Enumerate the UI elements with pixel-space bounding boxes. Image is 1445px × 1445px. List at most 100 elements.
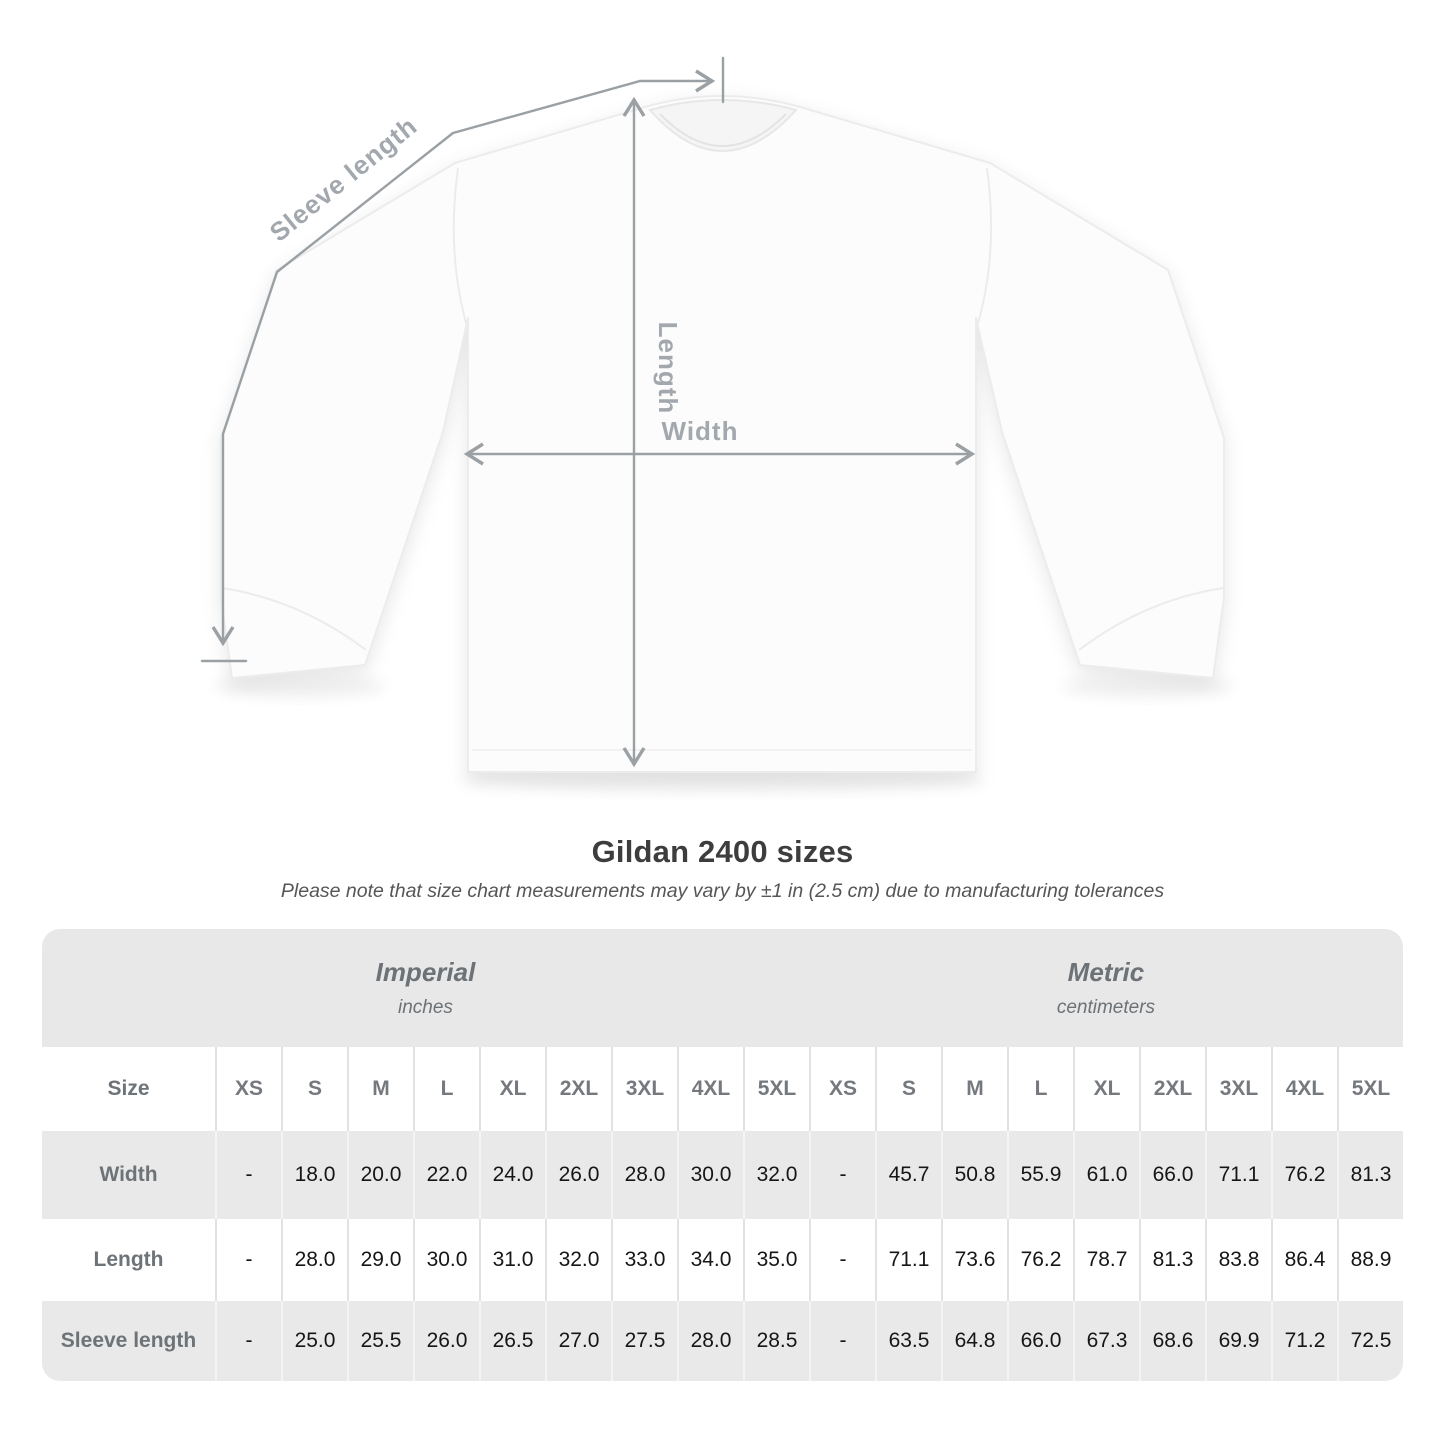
value-cell: 24.0 — [479, 1131, 545, 1219]
value-cell: 26.0 — [545, 1131, 611, 1219]
value-cell: 26.0 — [413, 1301, 479, 1381]
value-cell: 35.0 — [743, 1219, 809, 1301]
value-cell: 83.8 — [1205, 1219, 1271, 1301]
value-cell: 61.0 — [1073, 1131, 1139, 1219]
value-cell: 68.6 — [1139, 1301, 1205, 1381]
value-cell: 71.2 — [1271, 1301, 1337, 1381]
size-col-header: 5XL — [1337, 1047, 1403, 1131]
size-col-header: 2XL — [1139, 1047, 1205, 1131]
collar — [648, 99, 798, 152]
imperial-header: Imperial inches — [42, 929, 809, 1047]
row-label: Sleeve length — [60, 1329, 197, 1352]
value-cell: 81.3 — [1337, 1131, 1403, 1219]
value-cell: 28.5 — [743, 1301, 809, 1381]
value-cell: 69.9 — [1205, 1301, 1271, 1381]
value-cell: 28.0 — [611, 1131, 677, 1219]
value-cell: 32.0 — [743, 1131, 809, 1219]
value-cell: 20.0 — [347, 1131, 413, 1219]
value-cell: - — [809, 1301, 875, 1381]
value-cell: 27.0 — [545, 1301, 611, 1381]
value-cell: 76.2 — [1271, 1131, 1337, 1219]
value-cell: 30.0 — [413, 1219, 479, 1301]
measurement-row: Width -18.0 20.0 22.0 24.0 26.0 28.0 30.0 32.0-4… — [42, 1131, 1403, 1219]
measurement-row: Sleeve length -25.0 25.5 26.0 26.5 27.0 27.5 28… — [42, 1301, 1403, 1381]
value-cell: 28.0 — [677, 1301, 743, 1381]
page-title: Gildan 2400 sizes — [591, 834, 854, 869]
size-col-header: 5XL — [743, 1047, 809, 1131]
size-col-header: S — [281, 1047, 347, 1131]
value-cell: 66.0 — [1007, 1301, 1073, 1381]
shirt-measurement-diagram: Sleeve length Length Width — [200, 56, 1233, 791]
row-label: Width — [99, 1163, 158, 1186]
seam-lines — [221, 167, 1224, 751]
sleeve-length-line — [211, 79, 642, 647]
value-cell: 45.7 — [875, 1131, 941, 1219]
value-cell: 31.0 — [479, 1219, 545, 1301]
size-col-header: M — [347, 1047, 413, 1131]
sleeve-length-measure — [200, 56, 725, 663]
value-cell: - — [215, 1301, 281, 1381]
size-col-header: XS — [215, 1047, 281, 1131]
value-cell: 27.5 — [611, 1301, 677, 1381]
value-cell: 25.0 — [281, 1301, 347, 1381]
value-cell: 86.4 — [1271, 1219, 1337, 1301]
metric-title: Metric — [1067, 957, 1145, 987]
tolerance-note: Please note that size chart measurements… — [280, 880, 1165, 902]
shirt-diagram-svg: Sleeve length Length Width — [200, 56, 1233, 791]
value-cell: 33.0 — [611, 1219, 677, 1301]
value-cell: 26.5 — [479, 1301, 545, 1381]
value-cell: 73.6 — [941, 1219, 1007, 1301]
size-col-header: 3XL — [1205, 1047, 1271, 1131]
size-col-header: S — [875, 1047, 941, 1131]
imperial-unit: inches — [398, 997, 453, 1018]
size-col-header: XL — [479, 1047, 545, 1131]
value-cell: 71.1 — [1205, 1131, 1271, 1219]
size-col-header: XS — [809, 1047, 875, 1131]
value-cell: 78.7 — [1073, 1219, 1139, 1301]
value-cell: 29.0 — [347, 1219, 413, 1301]
value-cell: 28.0 — [281, 1219, 347, 1301]
value-cell: 18.0 — [281, 1131, 347, 1219]
value-cell: 88.9 — [1337, 1219, 1403, 1301]
size-grid: Size XS S M L XL 2XL 3XL 4XL 5XL XS S M L XL 2XL 3XL 4XL 5… — [42, 1047, 1403, 1381]
value-cell: - — [215, 1131, 281, 1219]
value-cell: 81.3 — [1139, 1219, 1205, 1301]
size-col-header: 4XL — [1271, 1047, 1337, 1131]
imperial-title: Imperial — [375, 957, 476, 987]
width-label: Width — [662, 416, 739, 446]
measurement-row: Length -28.0 29.0 30.0 31.0 32.0 33.0 34.0 35.0-… — [42, 1219, 1403, 1301]
metric-header: Metric centimeters — [809, 929, 1403, 1047]
value-cell: 67.3 — [1073, 1301, 1139, 1381]
value-cell: 76.2 — [1007, 1219, 1073, 1301]
size-col-header: L — [413, 1047, 479, 1131]
unit-header-row: Imperial inches Metric centimeters — [42, 929, 1403, 1047]
value-cell: 30.0 — [677, 1131, 743, 1219]
row-label: Length — [93, 1248, 164, 1271]
value-cell: 50.8 — [941, 1131, 1007, 1219]
metric-unit: centimeters — [1056, 997, 1156, 1018]
value-cell: 32.0 — [545, 1219, 611, 1301]
value-cell: 34.0 — [677, 1219, 743, 1301]
size-col-header: L — [1007, 1047, 1073, 1131]
size-col-label: Size — [107, 1077, 150, 1100]
size-col-header: XL — [1073, 1047, 1139, 1131]
value-cell: 25.5 — [347, 1301, 413, 1381]
size-col-header: 3XL — [611, 1047, 677, 1131]
value-cell: - — [215, 1219, 281, 1301]
value-cell: 63.5 — [875, 1301, 941, 1381]
value-cell: 66.0 — [1139, 1131, 1205, 1219]
value-cell: 71.1 — [875, 1219, 941, 1301]
size-table: Imperial inches Metric centimeters Size X… — [42, 929, 1403, 1381]
size-col-header: 4XL — [677, 1047, 743, 1131]
long-sleeve-shirt-illustration — [220, 95, 1225, 773]
value-cell: - — [809, 1131, 875, 1219]
length-label: Length — [653, 322, 683, 415]
value-cell: 22.0 — [413, 1131, 479, 1219]
size-col-header: 2XL — [545, 1047, 611, 1131]
value-cell: 64.8 — [941, 1301, 1007, 1381]
size-col-header: M — [941, 1047, 1007, 1131]
value-cell: 72.5 — [1337, 1301, 1403, 1381]
value-cell: 55.9 — [1007, 1131, 1073, 1219]
value-cell: - — [809, 1219, 875, 1301]
